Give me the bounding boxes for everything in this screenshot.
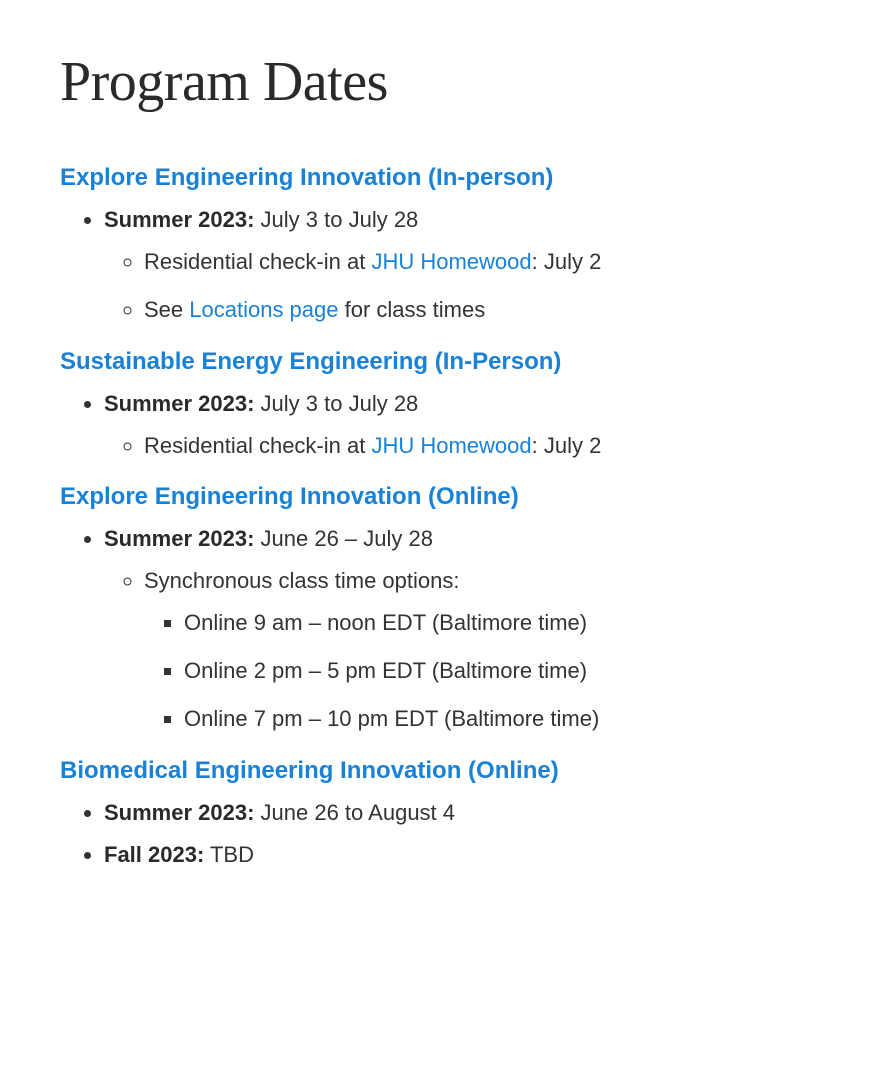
time-option-list: Online 9 am – noon EDT (Baltimore time) … (144, 607, 826, 735)
time-option-item: Online 9 am – noon EDT (Baltimore time) (184, 607, 826, 639)
detail-prefix: Residential check-in at (144, 249, 371, 274)
locations-page-link[interactable]: Locations page (189, 297, 338, 322)
detail-prefix: Residential check-in at (144, 433, 371, 458)
session-label: Summer 2023: (104, 526, 254, 551)
detail-suffix: : July 2 (532, 249, 602, 274)
time-option-item: Online 7 pm – 10 pm EDT (Baltimore time) (184, 703, 826, 735)
session-dates: June 26 to August 4 (254, 800, 455, 825)
session-item: Summer 2023: June 26 – July 28 Synchrono… (104, 523, 826, 734)
session-detail-item: Residential check-in at JHU Homewood: Ju… (144, 430, 826, 462)
session-dates: June 26 – July 28 (254, 526, 433, 551)
session-dates: July 3 to July 28 (254, 207, 418, 232)
session-list: Summer 2023: June 26 – July 28 Synchrono… (60, 523, 826, 734)
session-list: Summer 2023: July 3 to July 28 Residenti… (60, 388, 826, 462)
program-link-sustainable-inperson[interactable]: Sustainable Energy Engineering (In-Perso… (60, 348, 826, 376)
session-list: Summer 2023: June 26 to August 4 Fall 20… (60, 797, 826, 871)
session-item: Summer 2023: July 3 to July 28 Residenti… (104, 388, 826, 462)
program-link-explore-inperson[interactable]: Explore Engineering Innovation (In-perso… (60, 164, 826, 192)
detail-prefix: Synchronous class time options: (144, 568, 460, 593)
jhu-homewood-link[interactable]: JHU Homewood (371, 249, 531, 274)
session-label: Summer 2023: (104, 207, 254, 232)
session-dates: TBD (204, 842, 254, 867)
session-item: Fall 2023: TBD (104, 839, 826, 871)
detail-suffix: : July 2 (532, 433, 602, 458)
session-label: Summer 2023: (104, 391, 254, 416)
session-item: Summer 2023: July 3 to July 28 Residenti… (104, 204, 826, 326)
session-detail-list: Residential check-in at JHU Homewood: Ju… (104, 246, 826, 326)
session-detail-item: Synchronous class time options: Online 9… (144, 565, 826, 735)
program-link-explore-online[interactable]: Explore Engineering Innovation (Online) (60, 483, 826, 511)
time-option-item: Online 2 pm – 5 pm EDT (Baltimore time) (184, 655, 826, 687)
jhu-homewood-link[interactable]: JHU Homewood (371, 433, 531, 458)
session-label: Summer 2023: (104, 800, 254, 825)
page-title: Program Dates (60, 50, 826, 114)
session-detail-item: Residential check-in at JHU Homewood: Ju… (144, 246, 826, 278)
session-dates: July 3 to July 28 (254, 391, 418, 416)
program-link-biomedical-online[interactable]: Biomedical Engineering Innovation (Onlin… (60, 757, 826, 785)
detail-prefix: See (144, 297, 189, 322)
session-detail-list: Synchronous class time options: Online 9… (104, 565, 826, 735)
session-list: Summer 2023: July 3 to July 28 Residenti… (60, 204, 826, 326)
detail-suffix: for class times (339, 297, 486, 322)
session-detail-list: Residential check-in at JHU Homewood: Ju… (104, 430, 826, 462)
session-item: Summer 2023: June 26 to August 4 (104, 797, 826, 829)
session-label: Fall 2023: (104, 842, 204, 867)
session-detail-item: See Locations page for class times (144, 294, 826, 326)
